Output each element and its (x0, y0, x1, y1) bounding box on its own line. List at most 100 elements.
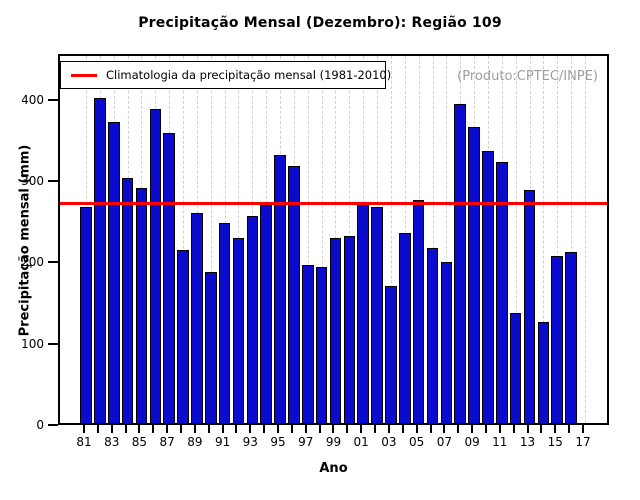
y-axis-title: Precipitação mensal (mm) (17, 144, 33, 337)
bar-1995 (274, 154, 286, 423)
y-tick-label: 0 (36, 418, 44, 432)
x-tick (249, 425, 252, 433)
y-tick-label: 200 (21, 255, 44, 270)
x-tick-label: 09 (464, 435, 480, 449)
bar-1981 (80, 207, 92, 423)
x-tick-label: 81 (76, 435, 92, 449)
y-tick (48, 179, 58, 182)
year-gridline (584, 56, 586, 423)
x-tick-label: 07 (436, 435, 452, 449)
year-gridline (307, 56, 309, 423)
x-tick (415, 425, 418, 433)
bar-1989 (191, 213, 203, 423)
y-tick (48, 98, 58, 101)
legend-label: Climatologia da precipitação mensal (198… (106, 68, 392, 82)
bar-1993 (246, 216, 259, 423)
x-tick (207, 425, 210, 433)
bar-2003 (385, 286, 397, 423)
y-tick (48, 424, 58, 426)
bar-2016 (565, 252, 577, 423)
bar-2009 (468, 126, 480, 423)
x-tick (277, 425, 280, 433)
bar-2006 (426, 248, 439, 423)
x-tick (290, 425, 293, 433)
bar-1986 (149, 109, 162, 423)
x-tick (138, 425, 141, 433)
x-tick (387, 425, 390, 433)
x-tick (318, 425, 321, 433)
legend-box: Climatologia da precipitação mensal (198… (60, 61, 391, 89)
x-tick-label: 85 (131, 435, 148, 449)
year-gridline (571, 56, 573, 423)
x-tick (152, 425, 155, 433)
x-tick-label: 01 (353, 435, 369, 449)
x-tick-label: 17 (575, 435, 591, 449)
x-tick-label: 13 (519, 435, 536, 449)
x-tick (180, 425, 183, 433)
x-tick (346, 425, 349, 433)
year-gridline (390, 56, 392, 423)
year-gridline (183, 56, 185, 423)
chart-title: Precipitação Mensal (Dezembro): Região 1… (138, 15, 502, 31)
bar-1998 (315, 266, 328, 423)
x-tick (263, 425, 266, 433)
x-tick (360, 425, 363, 433)
x-tick (235, 425, 238, 433)
plot-area: Climatologia da precipitação mensal (198… (58, 54, 609, 425)
bar-2014 (537, 322, 550, 423)
bar-2007 (440, 261, 453, 423)
y-tick (48, 261, 58, 264)
x-tick (554, 425, 557, 433)
bar-2001 (357, 203, 369, 423)
year-gridline (432, 56, 434, 423)
bar-2015 (551, 256, 564, 423)
y-tick-label: 100 (21, 336, 44, 351)
year-gridline (515, 56, 517, 423)
bar-2000 (343, 235, 356, 423)
x-tick-label: 97 (298, 435, 314, 449)
x-tick (471, 425, 474, 433)
year-gridline (446, 56, 448, 423)
x-tick (332, 425, 335, 433)
bar-1988 (177, 249, 189, 423)
bar-2008 (454, 104, 466, 423)
bar-1984 (121, 178, 134, 423)
bar-2004 (398, 233, 411, 423)
bar-2013 (523, 190, 536, 423)
x-tick (540, 425, 543, 433)
x-tick (166, 425, 169, 433)
x-tick (443, 425, 446, 433)
y-tick-label: 300 (21, 173, 44, 188)
bar-2012 (509, 313, 522, 423)
bar-2010 (482, 151, 494, 423)
climatology-line (60, 201, 607, 205)
x-tick (498, 425, 501, 433)
bar-2005 (412, 200, 425, 423)
bar-2002 (371, 206, 383, 423)
year-gridline (557, 56, 559, 423)
x-tick-label: 11 (492, 435, 508, 449)
bar-1985 (135, 187, 148, 423)
x-tick-label: 03 (381, 435, 397, 449)
x-tick-label: 87 (159, 435, 175, 449)
x-tick (512, 425, 515, 433)
x-tick-label: 83 (104, 435, 120, 449)
x-tick (374, 425, 377, 433)
bar-1994 (260, 204, 272, 423)
x-tick-label: 93 (242, 435, 258, 449)
x-tick (484, 425, 487, 433)
producer-watermark: (Produto:CPTEC/INPE) (457, 69, 598, 84)
x-tick (110, 425, 113, 433)
year-gridline (543, 56, 545, 423)
bar-1990 (204, 271, 217, 423)
y-tick (48, 342, 58, 345)
x-tick-label: 95 (270, 435, 286, 449)
bar-1992 (232, 237, 245, 423)
x-tick (304, 425, 307, 433)
x-tick (457, 425, 460, 433)
year-gridline (210, 56, 212, 423)
y-tick-label: 400 (21, 92, 44, 107)
x-tick (83, 425, 85, 433)
bar-1996 (288, 165, 300, 423)
